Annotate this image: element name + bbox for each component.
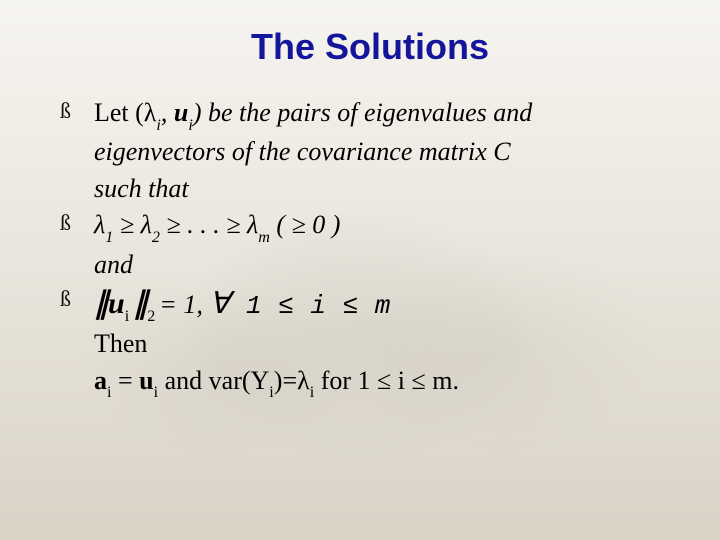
line-4: λ1 ≥ λ2 ≥ . . . ≥ λm ( ≥ 0 ) [94, 208, 680, 245]
line-2: eigenvectors of the covariance matrix C [94, 135, 680, 169]
t: 2 [152, 229, 160, 246]
bullet-icon: ß [60, 208, 94, 239]
t: ) be the pairs of eigenvalues and [193, 98, 532, 127]
bullet-row-3: ß ∥ui ∥2 = 1, ∀ 1 ≤ i ≤ m [60, 284, 680, 325]
norm-close-icon: ∥ [133, 287, 147, 320]
t: Let (λ [94, 98, 156, 127]
bullet-row-2b: and [60, 248, 680, 282]
bullet-row-1: ß Let (λi, ui) be the pairs of eigenvalu… [60, 96, 680, 133]
t: , [161, 98, 174, 127]
t: u [108, 287, 125, 320]
t: ( ≥ 0 ) [270, 210, 341, 239]
t: for 1 ≤ i ≤ m. [314, 366, 459, 395]
t: 1 ≤ i ≤ m [230, 291, 391, 321]
t: i [107, 384, 111, 401]
t: = [111, 366, 139, 395]
t: λ [94, 210, 105, 239]
row-result: ai = ui and var(Yi)=λi for 1 ≤ i ≤ m. [60, 364, 680, 401]
slide-title: The Solutions [60, 26, 680, 68]
t: u [174, 98, 188, 127]
slide: The Solutions ß Let (λi, ui) be the pair… [0, 0, 720, 540]
t: i [156, 117, 160, 134]
t: m [258, 229, 270, 246]
t: i [154, 384, 158, 401]
slide-body: ß Let (λi, ui) be the pairs of eigenvalu… [60, 96, 680, 401]
t: and var(Y [158, 366, 269, 395]
bullet-icon: ß [60, 284, 94, 315]
line-8: ai = ui and var(Yi)=λi for 1 ≤ i ≤ m. [94, 364, 680, 401]
row-then: Then [60, 327, 680, 361]
line-5: and [94, 248, 680, 282]
t: a [94, 366, 107, 395]
t: )=λ [274, 366, 310, 395]
t: = 1, [159, 290, 209, 319]
t: ≥ λ [113, 210, 152, 239]
t: i [188, 117, 192, 134]
t: 2 [147, 308, 159, 325]
line-3: such that [94, 172, 680, 206]
t: i [269, 384, 273, 401]
bullet-row-1b: eigenvectors of the covariance matrix C [60, 135, 680, 169]
t: 1 [105, 229, 113, 246]
t: u [139, 366, 153, 395]
t: ≥ . . . ≥ λ [160, 210, 258, 239]
t: i [310, 384, 314, 401]
norm-open-icon: ∥ [94, 287, 108, 320]
line-7: Then [94, 327, 680, 361]
bullet-icon: ß [60, 96, 94, 127]
t: i [125, 308, 134, 325]
line-1: Let (λi, ui) be the pairs of eigenvalues… [94, 96, 680, 133]
bullet-row-2: ß λ1 ≥ λ2 ≥ . . . ≥ λm ( ≥ 0 ) [60, 208, 680, 245]
bullet-row-1c: such that [60, 172, 680, 206]
line-6: ∥ui ∥2 = 1, ∀ 1 ≤ i ≤ m [94, 284, 680, 325]
forall-icon: ∀ [209, 287, 230, 320]
